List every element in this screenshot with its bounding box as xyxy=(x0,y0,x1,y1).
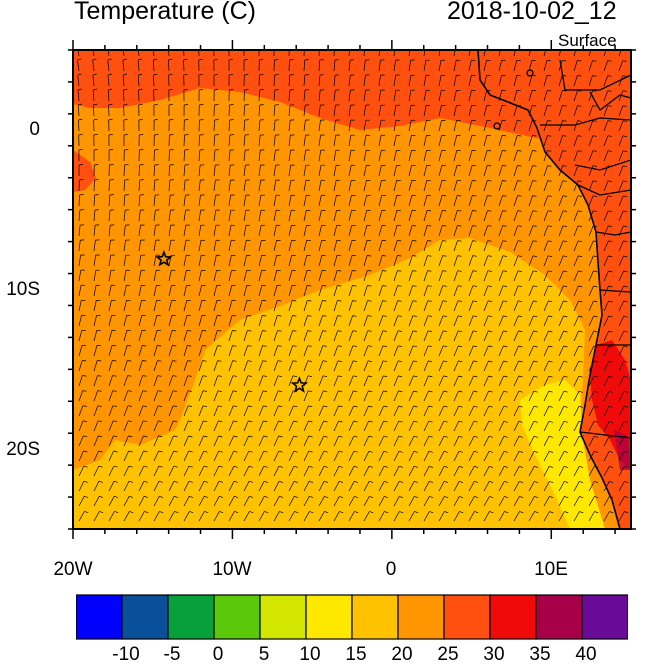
island-sao-tome xyxy=(493,122,501,130)
colorbar-label: -10 xyxy=(112,644,140,665)
plot-title: Temperature (C) xyxy=(74,0,256,25)
colorbar-swatch xyxy=(167,594,215,640)
star-marker-north xyxy=(155,249,173,267)
colorbar-swatch xyxy=(351,594,399,640)
colorbar-label: 25 xyxy=(437,644,459,665)
map-area xyxy=(73,50,631,529)
colorbar-labels: -10 -5 0 5 10 15 20 25 30 35 40 xyxy=(0,644,650,666)
colorbar-swatch xyxy=(305,594,353,640)
island-bioko xyxy=(526,69,534,77)
x-tick-label-10e: 10E xyxy=(534,559,568,580)
coastline xyxy=(477,50,621,529)
map-frame xyxy=(72,49,632,530)
colorbar-swatch xyxy=(213,594,261,640)
temperature-field-20-25 xyxy=(73,238,600,529)
colorbar-label: 10 xyxy=(299,644,321,665)
star-marker-south xyxy=(290,376,309,393)
colorbar-swatch xyxy=(489,594,537,640)
colorbar-label: 0 xyxy=(212,644,224,665)
colorbar-label: 20 xyxy=(391,644,413,665)
colorbar-swatch xyxy=(535,594,583,640)
colorbar-swatch xyxy=(581,594,628,640)
colorbar-label: 40 xyxy=(575,644,597,665)
colorbar-label: 15 xyxy=(345,644,367,665)
colorbar-swatch xyxy=(397,594,445,640)
y-tick-label-0: 0 xyxy=(29,119,40,140)
axis-ticks xyxy=(68,40,636,539)
colorbar-swatch xyxy=(443,594,491,640)
colorbar-swatch xyxy=(76,594,123,640)
plot-datetime: 2018-10-02_12 xyxy=(447,0,617,25)
land-highland-hot xyxy=(614,430,631,470)
y-tick-label-20s: 20S xyxy=(6,439,40,460)
level-label: Surface xyxy=(558,31,617,50)
country-borders xyxy=(540,59,631,439)
x-tick-label-10w: 10W xyxy=(212,559,252,580)
x-tick-label-20w: 20W xyxy=(53,559,93,580)
y-tick-label-10s: 10S xyxy=(6,279,40,300)
colorbar-swatch xyxy=(259,594,307,640)
colorbar-label: 35 xyxy=(529,644,551,665)
colorbar-swatch xyxy=(121,594,169,640)
x-tick-label-0: 0 xyxy=(385,559,397,580)
colorbar xyxy=(76,594,628,640)
colorbar-label: 30 xyxy=(483,644,505,665)
colorbar-label: 5 xyxy=(258,644,270,665)
star-markers xyxy=(155,249,309,393)
colorbar-label: -5 xyxy=(163,644,181,665)
